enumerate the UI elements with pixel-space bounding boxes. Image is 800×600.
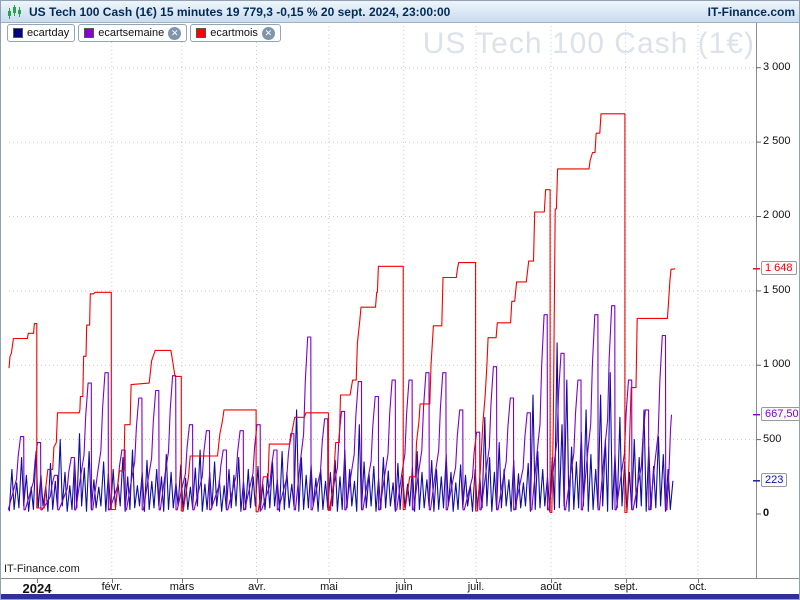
x-axis-tick [698, 579, 699, 583]
x-tick-label: juil. [467, 581, 485, 593]
x-tick-label: juin [395, 581, 413, 593]
series-ecartday-line [8, 342, 674, 512]
legend-chip-ecartmois[interactable]: ecartmois ✕ [190, 24, 281, 42]
x-axis-tick [182, 579, 183, 583]
y-tick-label: 0 [763, 507, 770, 519]
ecartday-color-swatch [13, 28, 23, 38]
legend-label: ecartmois [210, 27, 258, 39]
ecartsemaine-color-swatch [84, 28, 95, 38]
x-axis-tick [257, 579, 258, 583]
brand-link[interactable]: IT-Finance.com [707, 4, 795, 19]
x-tick-label: sept. [614, 581, 638, 593]
close-icon[interactable]: ✕ [168, 26, 182, 40]
series-ecartmois-line [8, 113, 676, 514]
y-tick-label: 2 000 [763, 209, 791, 222]
y-tick-label: 2 500 [763, 135, 791, 148]
legend-label: ecartday [27, 27, 70, 39]
x-tick-label: 2024 [22, 581, 52, 596]
y-tick-label: 1 500 [763, 283, 791, 296]
y-tick-label: 500 [763, 432, 782, 445]
series-ecartsemaine-line [7, 305, 673, 511]
candlestick-chart-icon [8, 4, 21, 19]
chart-watermark: US Tech 100 Cash (1€) [422, 27, 755, 60]
x-axis-tick [329, 579, 330, 583]
x-tick-label: oct. [689, 581, 707, 593]
x-tick-label: mai [320, 581, 338, 593]
legend-label: ecartsemaine [98, 27, 165, 39]
y-tick-label: 3 000 [763, 60, 791, 73]
plot-area: US Tech 100 Cash (1€) ecartday ecartsema… [1, 23, 761, 578]
ecartday-last-value-badge: 223 [761, 472, 788, 487]
chart-plot[interactable] [1, 23, 800, 578]
x-tick-label: avr. [248, 581, 266, 593]
close-icon[interactable]: ✕ [261, 26, 275, 40]
x-axis-tick [37, 579, 38, 583]
x-tick-label: mars [169, 581, 195, 593]
x-axis-tick [404, 579, 405, 583]
bottom-window-bar [1, 594, 799, 599]
x-axis: 2024 févr. mars avr. mai juin juil. août sept. oc… [1, 578, 799, 596]
x-axis-tick [476, 579, 477, 583]
ecartsemaine-last-value-badge: 667,50 [761, 406, 799, 421]
x-axis-tick [626, 579, 627, 583]
titlebar: US Tech 100 Cash (1€) 15 minutes 19 779,… [1, 1, 799, 23]
x-axis-tick [551, 579, 552, 583]
y-axis: 0 500 1 000 1 500 2 000 2 500 3 000 1 648 667,50… [756, 23, 799, 578]
y-tick-label: 1 000 [763, 358, 791, 371]
ecartmois-color-swatch [196, 28, 207, 38]
legend-chip-ecartsemaine[interactable]: ecartsemaine ✕ [78, 24, 188, 42]
ecartmois-last-value-badge: 1 648 [761, 260, 797, 275]
instrument-title: US Tech 100 Cash (1€) 15 minutes 19 779,… [29, 4, 451, 19]
x-tick-label: févr. [101, 581, 123, 593]
x-axis-tick [112, 579, 113, 583]
legend-chip-ecartday[interactable]: ecartday [7, 24, 76, 42]
watermark-footer: IT-Finance.com [4, 563, 80, 575]
indicator-legend: ecartday ecartsemaine ✕ ecartmois ✕ [7, 24, 281, 42]
x-tick-label: août [540, 581, 562, 593]
